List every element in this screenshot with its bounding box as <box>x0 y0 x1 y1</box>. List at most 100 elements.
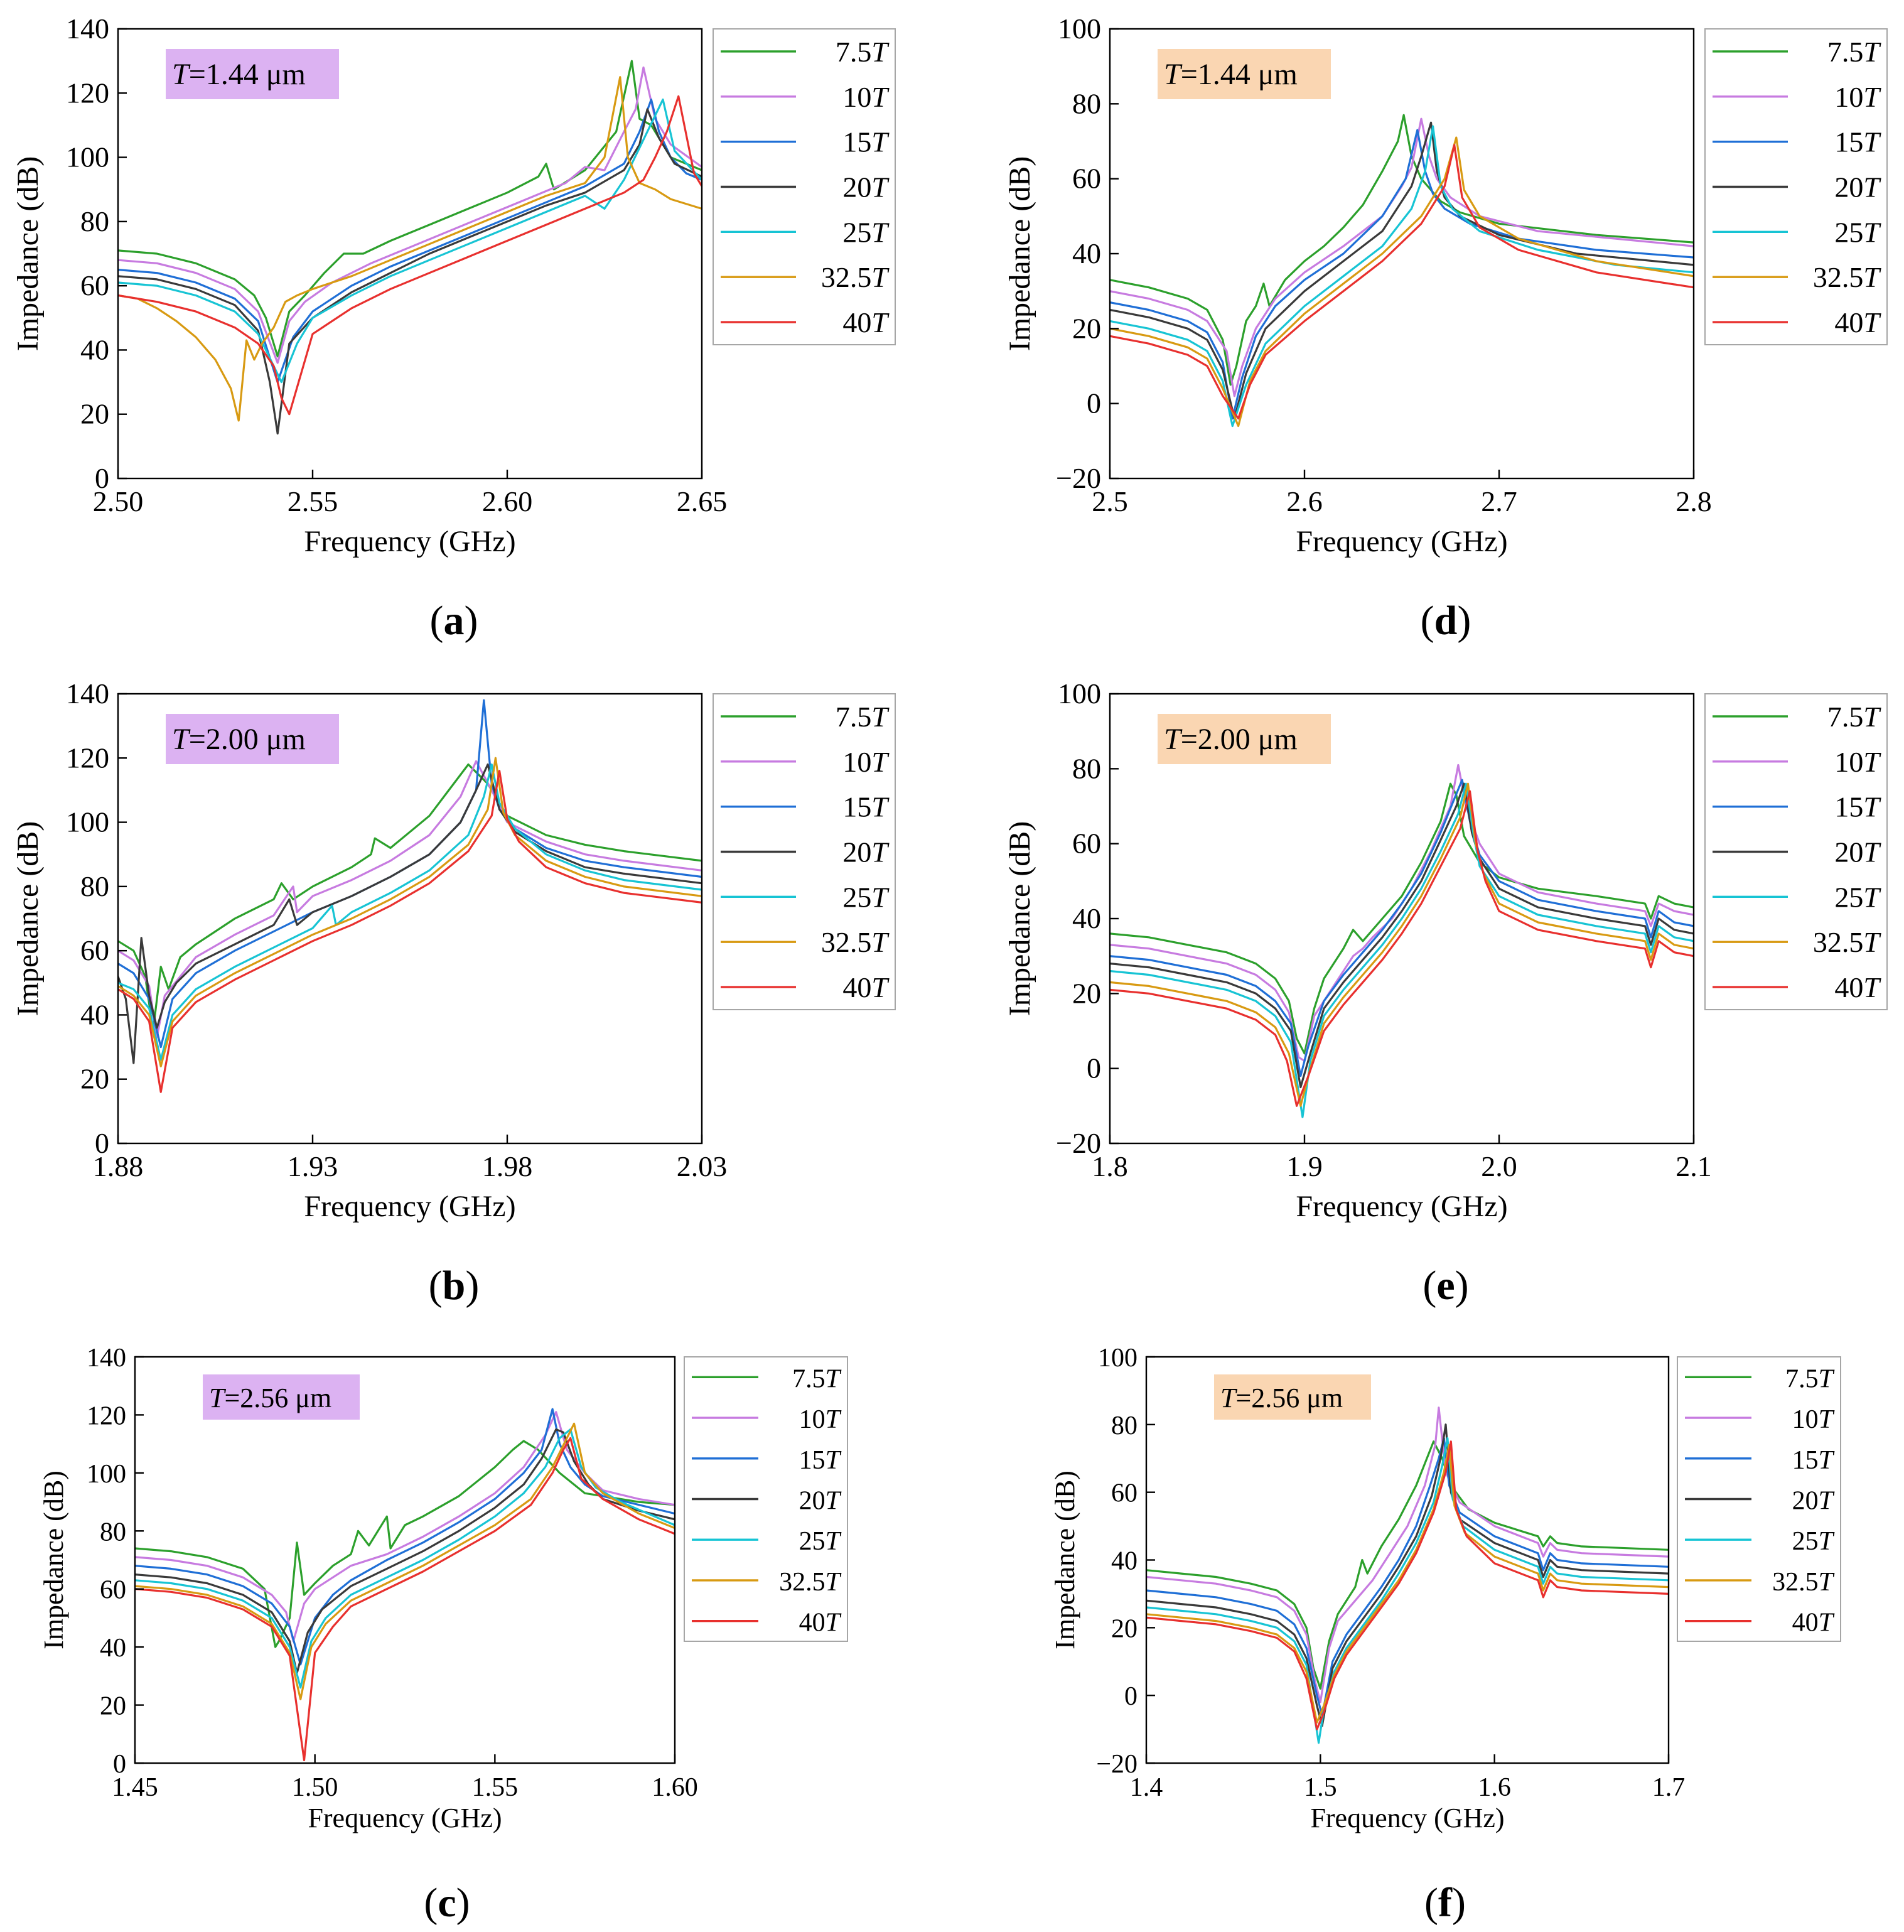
x-tick-label: 2.1 <box>1675 1150 1712 1182</box>
legend-entry-value: 10 <box>799 1405 826 1434</box>
x-tick-label: 2.55 <box>288 485 338 517</box>
legend-entry-unit: T <box>1863 926 1881 958</box>
series-line-32_5T <box>1146 1444 1669 1724</box>
plot-area <box>1146 1406 1669 1744</box>
legend-entry-value: 32.5 <box>1813 926 1864 958</box>
series-line-20T <box>1110 121 1694 420</box>
series-line-10T <box>1110 764 1694 1062</box>
legend-entry-unit: T <box>1863 881 1881 913</box>
legend-entry: 15T <box>799 1446 842 1475</box>
y-tick-label: −20 <box>1056 462 1101 494</box>
annotation-value: =1.44 μm <box>1181 58 1298 91</box>
axes-frame <box>117 28 703 480</box>
x-axis-label: Frequency (GHz) <box>304 1190 515 1223</box>
y-tick-label: −20 <box>1056 1127 1101 1159</box>
y-tick-label: 20 <box>1072 977 1101 1009</box>
legend-entry-value: 10 <box>842 81 871 113</box>
x-axis-label: Frequency (GHz) <box>1296 525 1507 558</box>
series-line-32_5T <box>135 1422 675 1700</box>
x-tick-label: 2.65 <box>677 485 728 517</box>
legend-entry-value: 40 <box>842 971 871 1003</box>
legend-entry: 32.5T <box>821 926 890 958</box>
legend-entry-unit: T <box>1819 1446 1835 1475</box>
legend-entry: 15T <box>1792 1446 1835 1475</box>
legend-entry-unit: T <box>1863 836 1881 868</box>
legend-entry-unit: T <box>826 1364 842 1393</box>
series-line-15T <box>135 1408 675 1666</box>
y-tick-label: 60 <box>1072 163 1101 195</box>
y-axis-label: Impedance (dB) <box>11 821 45 1017</box>
legend-entry-unit: T <box>871 36 890 68</box>
legend-entry: 25T <box>799 1527 842 1556</box>
annotation-box <box>1214 1374 1371 1420</box>
legend-entry-value: 25 <box>799 1527 826 1556</box>
y-tick-label: 20 <box>1072 312 1101 344</box>
y-tick-label: 120 <box>66 77 109 109</box>
legend-entry: 32.5T <box>779 1568 842 1597</box>
legend-entry: 7.5T <box>1827 36 1882 68</box>
x-tick-label: 1.9 <box>1286 1150 1323 1182</box>
legend-entry-value: 32.5 <box>779 1568 826 1597</box>
chart-panel-c: 1.45 1.50 1.55 1.60 0 20 40 60 80 100 120 140 Freque… <box>38 1344 848 1926</box>
legend-entry-unit: T <box>871 836 890 868</box>
legend-entry-value: 15 <box>1792 1446 1819 1475</box>
y-tick-label: 60 <box>100 1576 126 1605</box>
series-line-32_5T <box>118 757 702 1067</box>
legend-entry: 10T <box>1834 746 1881 778</box>
legend-entry-value: 15 <box>1834 791 1863 823</box>
chart-panel-f: 1.4 1.5 1.6 1.7 −20 0 20 40 60 80 100 Frequency (GH… <box>1050 1344 1841 1926</box>
legend-entry: 40T <box>842 971 890 1003</box>
x-tick-label: 2.0 <box>1481 1150 1517 1182</box>
x-axis-label: Frequency (GHz) <box>1310 1803 1504 1833</box>
annotation-text: T=2.00 μm <box>1164 723 1298 756</box>
series-line-7_5T <box>1110 782 1694 1055</box>
x-tick-label: 2.50 <box>93 485 144 517</box>
legend-entry-value: 40 <box>842 306 871 338</box>
legend-entry: 32.5T <box>1813 261 1882 293</box>
annotation-value: =2.00 μm <box>189 723 306 756</box>
legend-entry-unit: T <box>871 216 890 248</box>
series-line-25T <box>1110 125 1694 428</box>
legend-entry-unit: T <box>826 1527 842 1556</box>
y-tick-label: 100 <box>66 806 109 838</box>
legend-entry-value: 32.5 <box>1772 1568 1819 1597</box>
axes-frame <box>117 693 703 1145</box>
legend-entry: 7.5T <box>1785 1364 1835 1393</box>
legend-entry: 20T <box>1792 1487 1835 1516</box>
legend-entry-value: 7.5 <box>1827 36 1864 68</box>
y-tick-label: 120 <box>66 742 109 774</box>
x-tick-label: 1.88 <box>93 1150 144 1182</box>
y-tick-label: 80 <box>80 870 109 902</box>
series-line-10T <box>118 66 702 364</box>
legend-entry-unit: T <box>826 1487 842 1516</box>
legend-entry: 25T <box>1834 216 1881 248</box>
legend-entry-unit: T <box>1863 81 1881 113</box>
legend-entry: 7.5T <box>1827 701 1882 733</box>
x-tick-label: 2.8 <box>1675 485 1712 517</box>
legend-entry-value: 10 <box>1834 746 1863 778</box>
annotation-text: T=1.44 μm <box>172 58 306 91</box>
legend-entry-unit: T <box>1863 126 1881 158</box>
x-tick-label: 1.4 <box>1130 1773 1163 1802</box>
chart-panel-a: 2.50 2.55 2.60 2.65 0 20 40 60 80 100 120 140 Freque… <box>11 13 896 644</box>
x-tick-label: 2.60 <box>482 485 533 517</box>
legend-entry: 15T <box>1834 791 1881 823</box>
x-tick-label: 1.55 <box>472 1773 519 1802</box>
y-tick-label: 100 <box>1098 1344 1138 1373</box>
legend-entry-value: 15 <box>842 126 871 158</box>
legend-entry-unit: T <box>1863 746 1881 778</box>
legend-entry: 10T <box>1834 81 1881 113</box>
legend-entry-unit: T <box>871 701 890 733</box>
legend-entry: 32.5T <box>1813 926 1882 958</box>
annotation-variable: T <box>1220 1383 1238 1413</box>
legend-entry-value: 15 <box>1834 126 1863 158</box>
y-axis-label: Impedance (dB) <box>1003 821 1036 1017</box>
x-axis-label: Frequency (GHz) <box>308 1803 502 1833</box>
series-line-20T <box>118 108 702 434</box>
series-line-15T <box>1110 129 1694 420</box>
legend-entry-unit: T <box>1819 1609 1835 1638</box>
legend-entry-unit: T <box>1863 701 1881 733</box>
y-axis-label: Impedance (dB) <box>38 1471 69 1649</box>
